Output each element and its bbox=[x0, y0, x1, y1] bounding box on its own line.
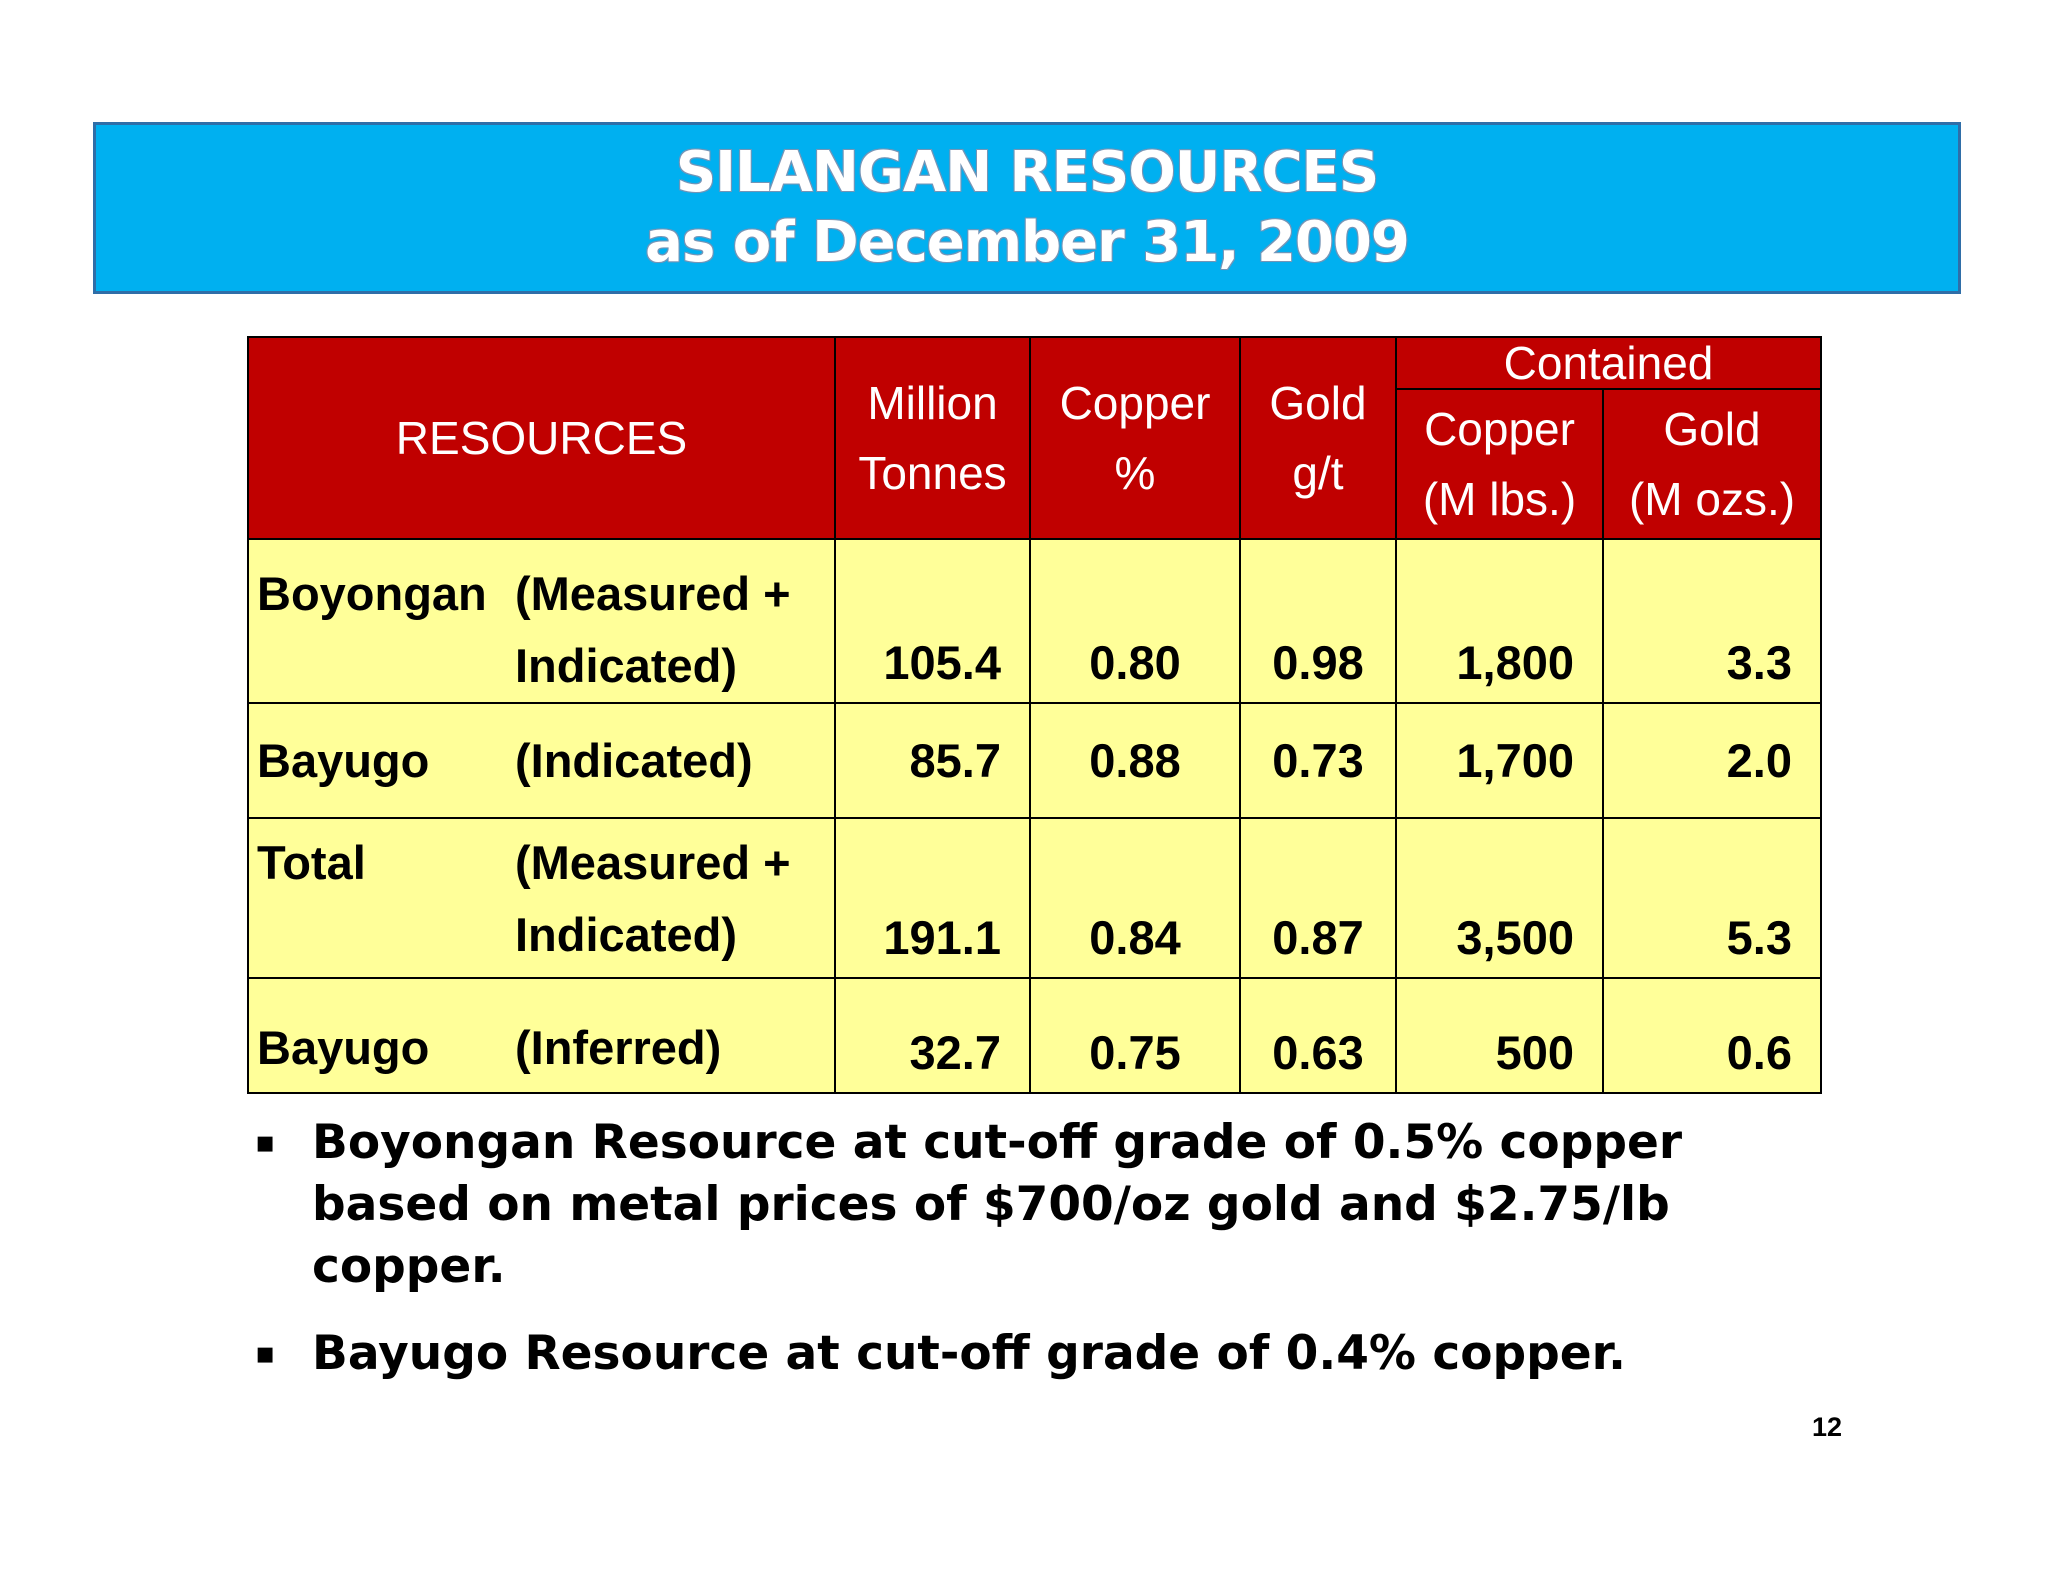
table-row: Bayugo (Inferred) 32.7 0.75 0.63 500 0.6 bbox=[247, 977, 1822, 1094]
slide-title: SILANGAN RESOURCES bbox=[675, 140, 1379, 205]
cell-tonnes: 32.7 bbox=[834, 977, 1031, 1094]
cell-contained-copper: 3,500 bbox=[1395, 817, 1604, 979]
cell-gold-gt: 0.98 bbox=[1239, 538, 1397, 704]
header-contained: Contained bbox=[1395, 336, 1822, 390]
note-text: Bayugo Resource at cut-off grade of 0.4%… bbox=[312, 1326, 1627, 1381]
cell-contained-copper: 500 bbox=[1395, 977, 1604, 1094]
header-copper-percent: Copper % bbox=[1029, 336, 1241, 540]
title-banner: SILANGAN RESOURCES as of December 31, 20… bbox=[93, 122, 1961, 294]
cell-gold-gt: 0.73 bbox=[1239, 702, 1397, 819]
header-contained-copper: Copper (M lbs.) bbox=[1395, 388, 1604, 540]
table-row: Total (Measured + Indicated) 191.1 0.84 0… bbox=[247, 817, 1822, 979]
row-label: Boyongan (Measured + Indicated) bbox=[247, 538, 836, 704]
cell-copper-percent: 0.84 bbox=[1029, 817, 1241, 979]
table-row: Boyongan (Measured + Indicated) 105.4 0.8… bbox=[247, 538, 1822, 704]
table-row: Bayugo (Indicated) 85.7 0.88 0.73 1,700 2… bbox=[247, 702, 1822, 819]
list-item: ▪ Bayugo Resource at cut-off grade of 0.… bbox=[255, 1323, 1855, 1385]
row-label: Bayugo (Indicated) bbox=[247, 702, 836, 819]
header-million-tonnes: Million Tonnes bbox=[834, 336, 1031, 540]
cell-tonnes: 105.4 bbox=[834, 538, 1031, 704]
header-resources: RESOURCES bbox=[247, 336, 836, 540]
cell-contained-gold: 0.6 bbox=[1602, 977, 1822, 1094]
notes-list: ▪ Boyongan Resource at cut-off grade of … bbox=[255, 1112, 1855, 1410]
cell-contained-gold: 3.3 bbox=[1602, 538, 1822, 704]
cell-tonnes: 191.1 bbox=[834, 817, 1031, 979]
header-contained-gold: Gold (M ozs.) bbox=[1602, 388, 1822, 540]
cell-copper-percent: 0.75 bbox=[1029, 977, 1241, 1094]
cell-gold-gt: 0.87 bbox=[1239, 817, 1397, 979]
cell-copper-percent: 0.80 bbox=[1029, 538, 1241, 704]
bullet-icon: ▪ bbox=[255, 1125, 276, 1160]
list-item: ▪ Boyongan Resource at cut-off grade of … bbox=[255, 1112, 1855, 1298]
row-label: Bayugo (Inferred) bbox=[247, 977, 836, 1094]
bullet-icon: ▪ bbox=[255, 1336, 276, 1371]
slide-subtitle: as of December 31, 2009 bbox=[645, 210, 1410, 275]
row-label: Total (Measured + Indicated) bbox=[247, 817, 836, 979]
note-text: Boyongan Resource at cut-off grade of 0.… bbox=[312, 1115, 1683, 1294]
page-number: 12 bbox=[1812, 1412, 1843, 1442]
cell-gold-gt: 0.63 bbox=[1239, 977, 1397, 1094]
cell-copper-percent: 0.88 bbox=[1029, 702, 1241, 819]
cell-contained-gold: 5.3 bbox=[1602, 817, 1822, 979]
cell-contained-gold: 2.0 bbox=[1602, 702, 1822, 819]
cell-contained-copper: 1,700 bbox=[1395, 702, 1604, 819]
cell-contained-copper: 1,800 bbox=[1395, 538, 1604, 704]
header-gold-gt: Gold g/t bbox=[1239, 336, 1397, 540]
cell-tonnes: 85.7 bbox=[834, 702, 1031, 819]
resources-table: RESOURCES Million Tonnes Copper % Gold g… bbox=[247, 336, 1822, 1094]
